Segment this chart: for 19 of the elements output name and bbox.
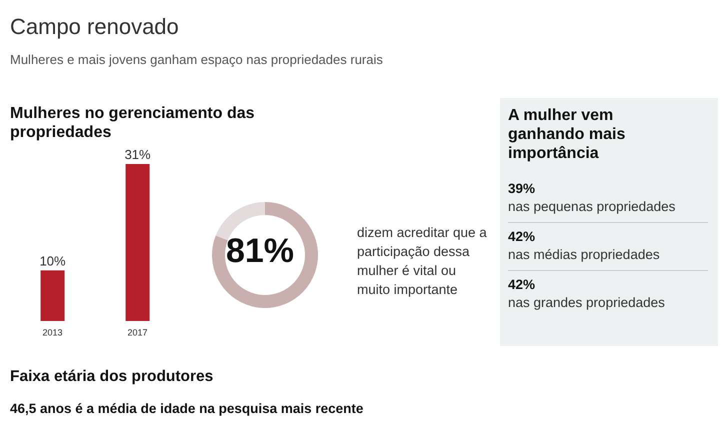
data-label: 81% — [226, 232, 294, 270]
text: nas pequenas propriedades — [508, 199, 676, 214]
x-tick-label: 2017 — [127, 327, 148, 338]
text: dizem acreditar que a participação dessa mulher é vital ou muito importante — [357, 224, 487, 299]
donut-slice — [212, 202, 318, 308]
chart-title: Mulheres no gerenciamento das propriedades — [10, 104, 256, 142]
text: Campo renovado — [10, 14, 180, 40]
text: nas grandes propriedades — [508, 295, 666, 310]
x-tick-label: 2013 — [42, 327, 63, 338]
data-label: 31% — [124, 147, 152, 162]
text: 39% — [508, 181, 536, 196]
text: nas médias propriedades — [508, 247, 661, 262]
text: 42% — [508, 229, 536, 244]
text: Faixa etária dos produtores — [10, 368, 214, 386]
text: 46,5 anos é a média de idade na pesquisa mais recente — [10, 401, 364, 416]
text: Mulheres e mais jovens ganham espaço nas propriedades rurais — [10, 52, 384, 67]
text: A mulher vem ganhando mais importância — [507, 106, 626, 163]
text: 42% — [508, 277, 536, 292]
data-label: 10% — [40, 253, 66, 268]
